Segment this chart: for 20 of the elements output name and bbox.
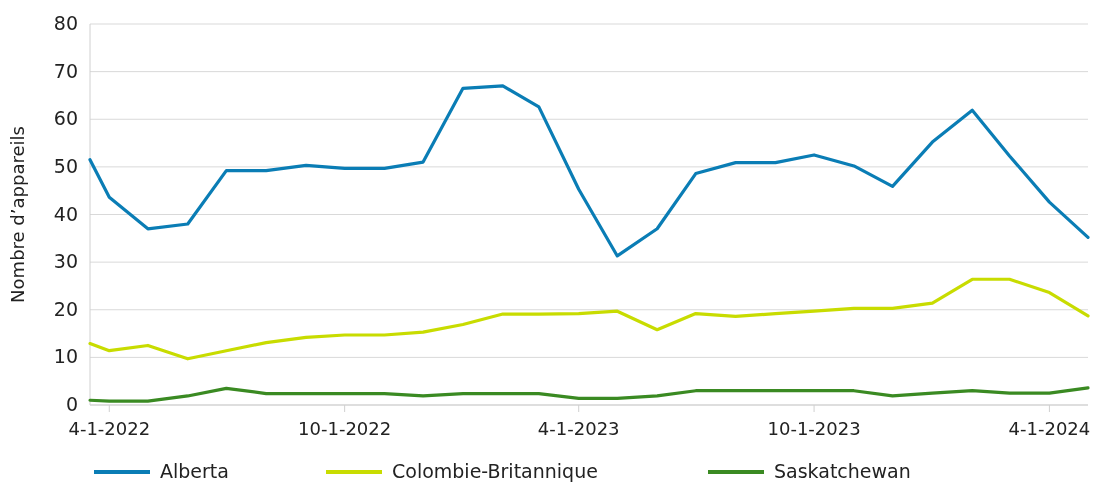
y-tick-label: 60 [53,107,78,130]
y-tick-label: 70 [53,59,78,82]
legend-label: Alberta [160,460,229,482]
y-tick-label: 40 [53,202,78,225]
y-tick-label: 20 [53,297,78,320]
line-series [88,277,1090,361]
y-tick-label: 80 [53,12,78,34]
x-tick-label: 4-1-2024 [1008,418,1091,439]
legend-label: Saskatchewan [774,460,911,482]
y-axis-title: Nombre d’appareils [7,126,28,303]
y-tick-label: 30 [53,250,78,273]
x-tick-label: 10-1-2022 [298,418,392,439]
line-series [88,84,1090,258]
x-tick-label: 4-1-2023 [537,418,620,439]
x-tick-label: 10-1-2023 [767,418,861,439]
y-tick-label: 50 [53,154,78,177]
x-tick-label: 4-1-2022 [68,418,151,439]
y-tick-label: 10 [53,345,78,368]
y-tick-label: 0 [65,393,78,415]
legend-label: Colombie-Britannique [392,460,598,482]
